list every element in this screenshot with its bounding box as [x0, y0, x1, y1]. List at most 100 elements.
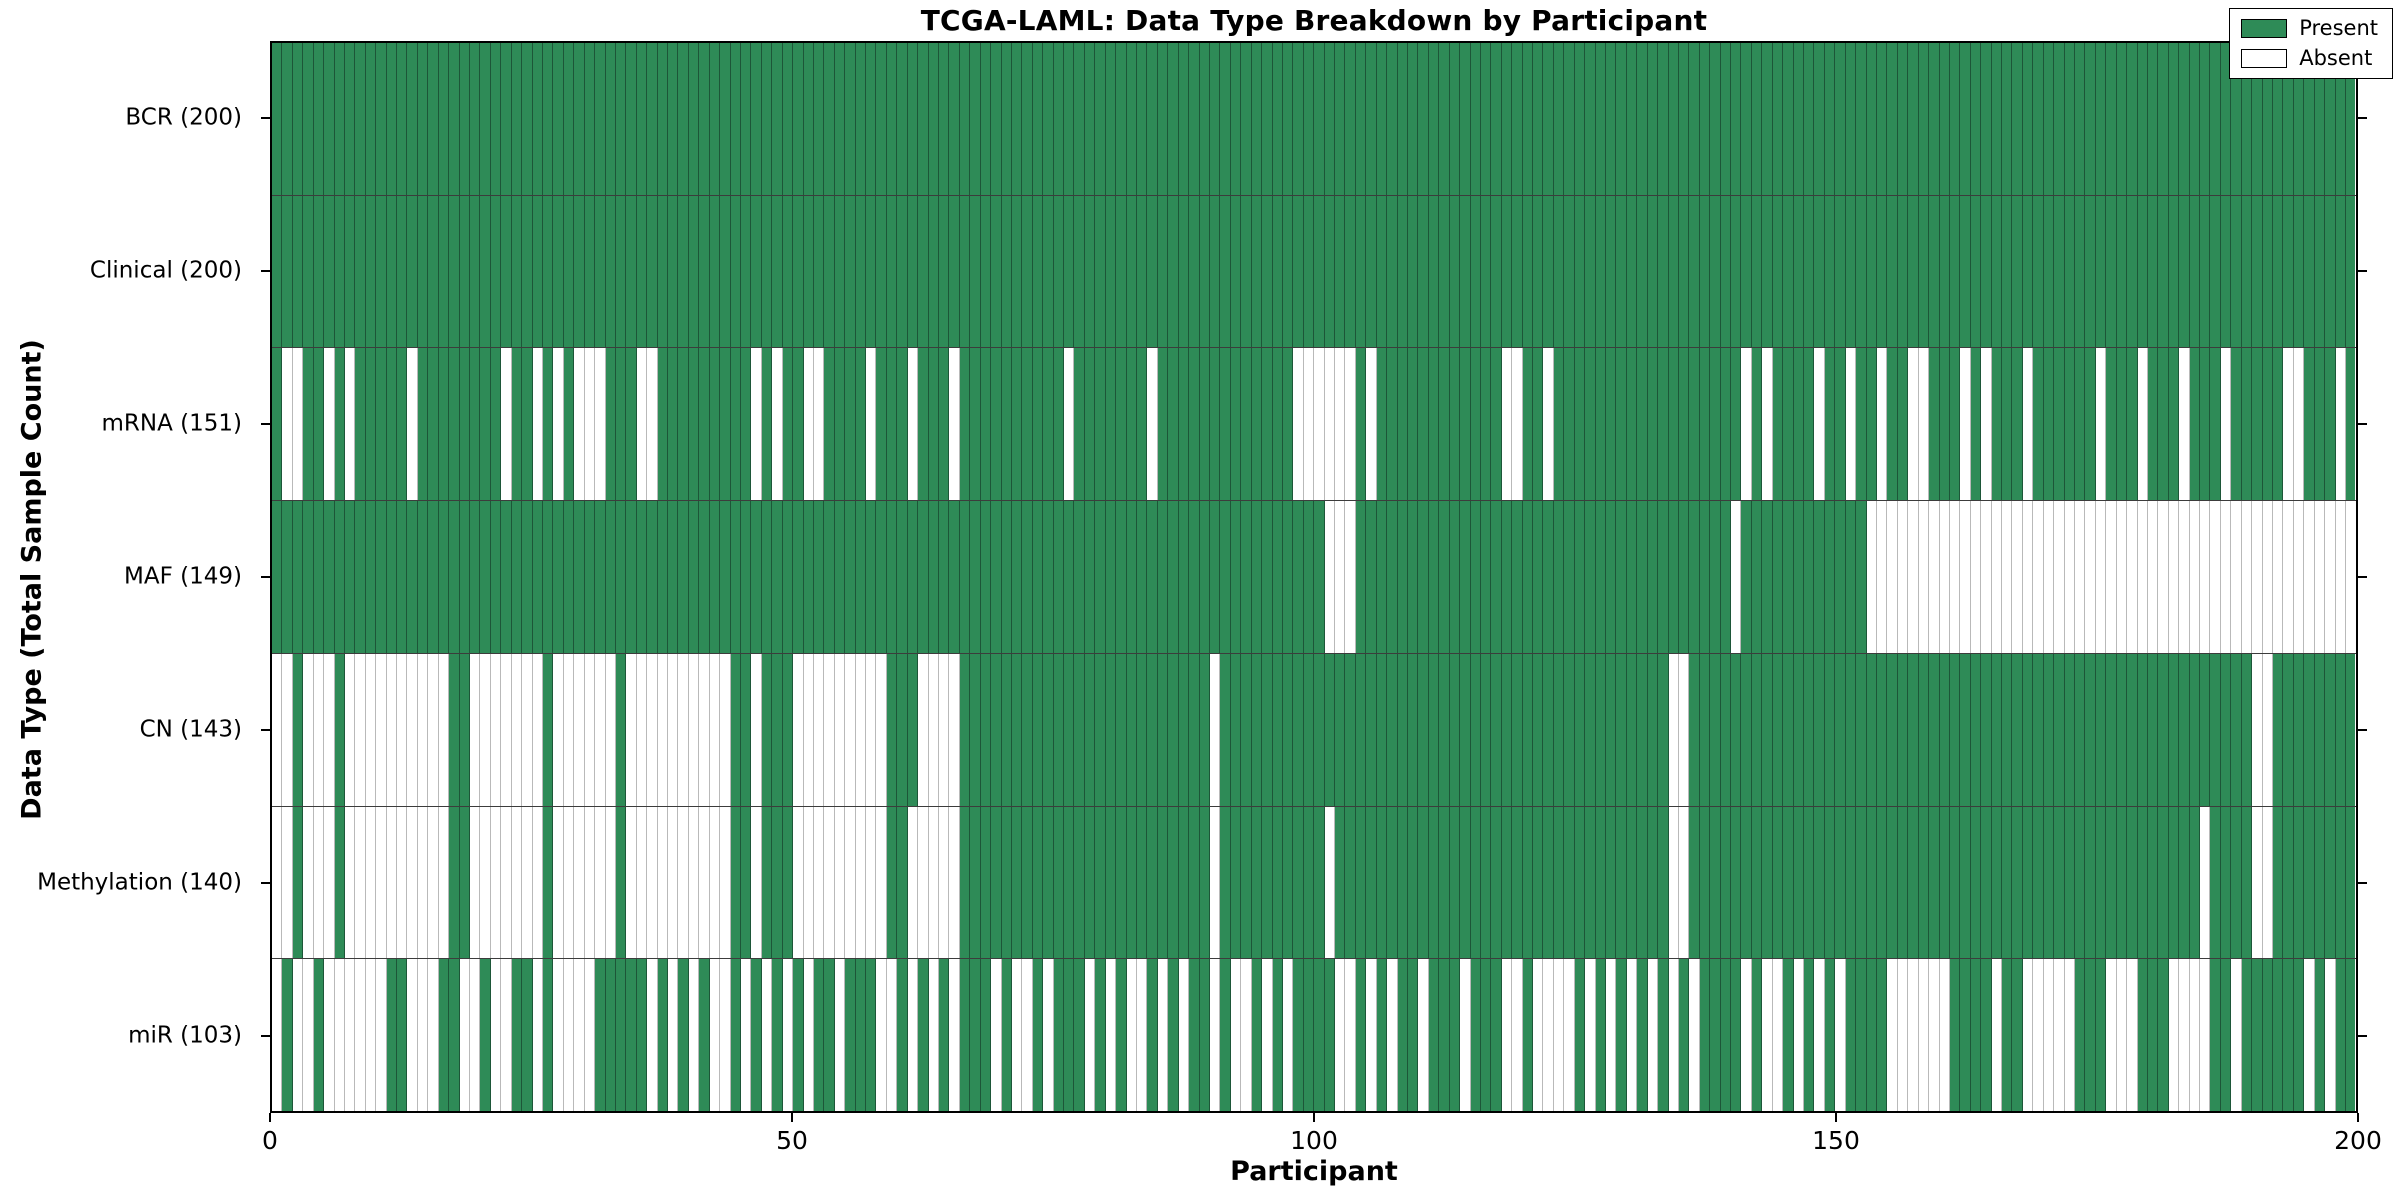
cell-Clinical-134 — [1668, 195, 1679, 348]
cell-Methylation-87 — [1178, 806, 1190, 959]
cell-CN-32 — [605, 653, 616, 806]
cell-mRNA-150 — [1835, 348, 1846, 501]
y-tick-right-mRNA — [2358, 422, 2367, 425]
cell-Clinical-22 — [501, 195, 512, 348]
cell-MAF-20 — [480, 501, 491, 653]
cell-Clinical-12 — [397, 195, 408, 348]
cell-BCR-7 — [344, 43, 356, 195]
cell-Clinical-37 — [657, 195, 669, 348]
cell-Methylation-173 — [2074, 806, 2086, 959]
cell-MAF-71 — [1011, 501, 1023, 653]
cell-mRNA-128 — [1606, 348, 1617, 501]
cell-mRNA-121 — [1533, 348, 1544, 501]
cell-CN-166 — [2002, 653, 2013, 806]
cell-MAF-186 — [2210, 501, 2221, 653]
cell-BCR-118 — [1501, 43, 1513, 195]
cell-miR-97 — [1282, 959, 1294, 1112]
cell-mRNA-60 — [897, 348, 908, 501]
cell-Methylation-181 — [2158, 806, 2169, 959]
cell-miR-139 — [1720, 959, 1732, 1112]
cell-miR-71 — [1011, 959, 1023, 1112]
cell-Methylation-12 — [397, 806, 408, 959]
cell-MAF-52 — [813, 501, 825, 653]
cell-MAF-60 — [897, 501, 908, 653]
cell-miR-81 — [1116, 959, 1127, 1112]
cell-mRNA-66 — [959, 348, 971, 501]
cell-mRNA-57 — [866, 348, 877, 501]
cell-BCR-79 — [1095, 43, 1106, 195]
cell-Clinical-109 — [1407, 195, 1419, 348]
cell-Clinical-51 — [803, 195, 814, 348]
cell-CN-42 — [709, 653, 721, 806]
cell-miR-76 — [1064, 959, 1075, 1112]
cell-Methylation-76 — [1064, 806, 1075, 959]
cell-BCR-162 — [1960, 43, 1971, 195]
cell-CN-193 — [2283, 653, 2294, 806]
cell-Methylation-158 — [1918, 806, 1930, 959]
cell-CN-141 — [1741, 653, 1752, 806]
cell-BCR-29 — [574, 43, 585, 195]
cell-Methylation-167 — [2012, 806, 2023, 959]
cell-CN-155 — [1887, 653, 1898, 806]
cell-mRNA-38 — [668, 348, 679, 501]
cell-Methylation-152 — [1856, 806, 1867, 959]
cell-BCR-36 — [647, 43, 658, 195]
cell-Clinical-195 — [2304, 195, 2315, 348]
cell-miR-18 — [459, 959, 471, 1112]
cell-mRNA-11 — [386, 348, 398, 501]
cell-mRNA-16 — [438, 348, 450, 501]
cell-BCR-164 — [1981, 43, 1992, 195]
cell-Methylation-168 — [2022, 806, 2034, 959]
cell-Clinical-54 — [834, 195, 846, 348]
cell-BCR-63 — [928, 43, 939, 195]
cell-Methylation-71 — [1011, 806, 1023, 959]
cell-MAF-159 — [1929, 501, 1940, 653]
cell-mRNA-61 — [907, 348, 919, 501]
cell-BCR-144 — [1772, 43, 1784, 195]
cell-BCR-126 — [1585, 43, 1596, 195]
cell-BCR-102 — [1335, 43, 1346, 195]
cell-Clinical-49 — [782, 195, 794, 348]
cell-Methylation-32 — [605, 806, 616, 959]
cell-Methylation-34 — [626, 806, 637, 959]
cell-miR-170 — [2043, 959, 2055, 1112]
cell-MAF-23 — [511, 501, 523, 653]
cell-MAF-21 — [490, 501, 502, 653]
cell-BCR-75 — [1053, 43, 1065, 195]
cell-MAF-119 — [1512, 501, 1523, 653]
cell-MAF-145 — [1783, 501, 1794, 653]
cell-MAF-176 — [2106, 501, 2117, 653]
cell-mRNA-156 — [1897, 348, 1909, 501]
cell-BCR-153 — [1866, 43, 1877, 195]
cell-miR-103 — [1345, 959, 1356, 1112]
cell-Methylation-120 — [1522, 806, 1534, 959]
cell-mRNA-15 — [428, 348, 439, 501]
cell-mRNA-123 — [1553, 348, 1565, 501]
cell-MAF-114 — [1460, 501, 1471, 653]
cell-BCR-16 — [438, 43, 450, 195]
cell-MAF-152 — [1856, 501, 1867, 653]
cell-miR-167 — [2012, 959, 2023, 1112]
legend: Present Absent — [2229, 8, 2393, 79]
cell-Clinical-148 — [1814, 195, 1825, 348]
cell-miR-177 — [2116, 959, 2128, 1112]
cell-CN-148 — [1814, 653, 1825, 806]
cell-MAF-166 — [2002, 501, 2013, 653]
cell-CN-40 — [688, 653, 700, 806]
cell-CN-53 — [824, 653, 835, 806]
cell-miR-128 — [1606, 959, 1617, 1112]
cell-Clinical-141 — [1741, 195, 1752, 348]
cell-Methylation-72 — [1022, 806, 1033, 959]
cell-Clinical-76 — [1064, 195, 1075, 348]
cell-BCR-15 — [428, 43, 439, 195]
cell-MAF-127 — [1595, 501, 1606, 653]
cell-BCR-194 — [2293, 43, 2305, 195]
cell-CN-182 — [2168, 653, 2180, 806]
cell-BCR-128 — [1606, 43, 1617, 195]
cell-CN-21 — [490, 653, 502, 806]
cell-mRNA-134 — [1668, 348, 1679, 501]
cell-mRNA-89 — [1199, 348, 1210, 501]
cell-MAF-199 — [2345, 501, 2356, 653]
cell-mRNA-87 — [1178, 348, 1190, 501]
cell-Methylation-19 — [470, 806, 481, 959]
